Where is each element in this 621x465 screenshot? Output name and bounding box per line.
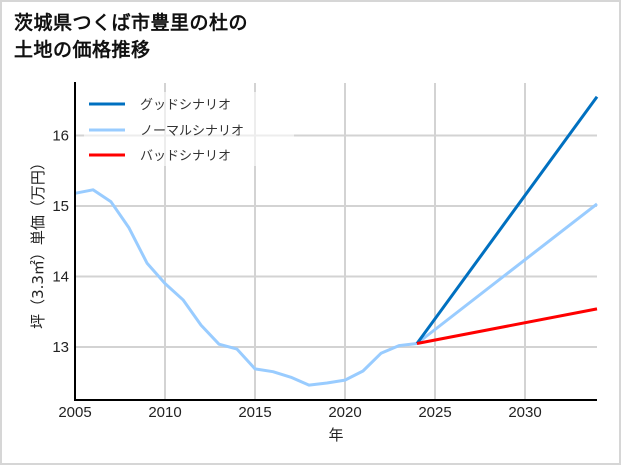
series-line (74, 188, 598, 387)
y-tick-label: 15 (52, 198, 69, 215)
y-tick-label: 13 (52, 339, 69, 356)
x-tick-label: 2015 (238, 404, 271, 421)
x-tick-label: 2005 (58, 404, 91, 421)
series-line (416, 307, 598, 345)
x-tick-label: 2030 (508, 404, 541, 421)
y-tick-label: 14 (52, 269, 69, 286)
legend-label: ノーマルシナリオ (140, 124, 244, 139)
title-line-1: 茨城県つくば市豊里の杜の (14, 12, 249, 34)
chart-title: 茨城県つくば市豊里の杜の 土地の価格推移 (14, 10, 248, 64)
x-tick-label: 2010 (148, 404, 181, 421)
y-axis-label: 坪（3.3㎡）単価（万円） (29, 155, 47, 329)
legend-label: グッドシナリオ (140, 98, 231, 113)
y-tick-label: 16 (52, 128, 69, 145)
legend-label: バッドシナリオ (140, 149, 231, 164)
series-line (415, 95, 599, 345)
title-line-2: 土地の価格推移 (14, 39, 151, 61)
x-tick-label: 2025 (418, 404, 451, 421)
x-axis-label: 年 (328, 426, 343, 444)
x-tick-labels: 2005 2010 2015 2020 2025 2030 (58, 404, 541, 421)
y-tick-labels: 13 14 15 16 (52, 128, 69, 357)
x-tick-label: 2020 (328, 404, 361, 421)
data-lines (74, 95, 599, 387)
